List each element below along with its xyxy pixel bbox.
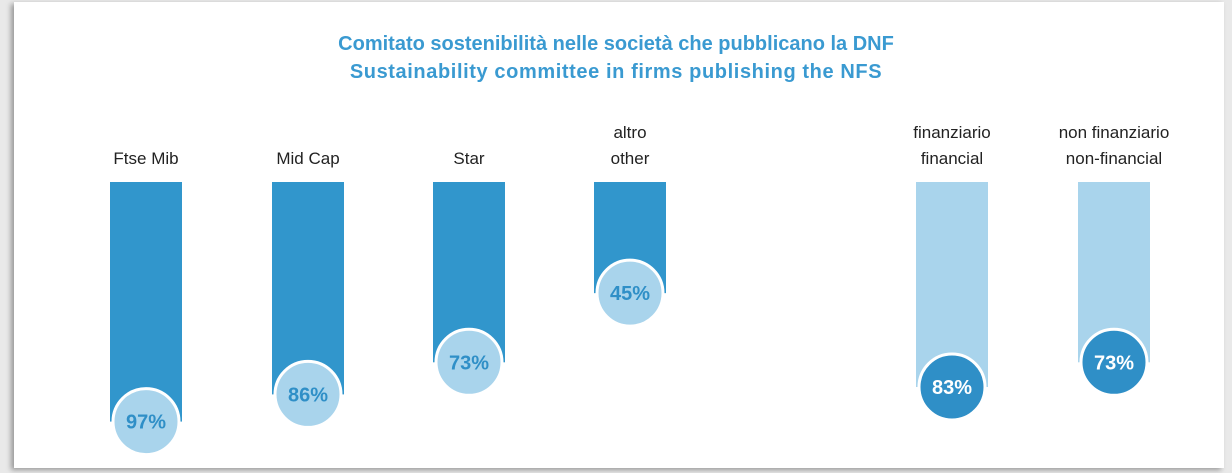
value-bubble <box>434 327 504 397</box>
value-bubble <box>917 352 987 422</box>
value-bubble <box>1079 327 1149 397</box>
category-label: altro <box>613 123 646 142</box>
value-bubble <box>273 359 343 429</box>
bar <box>110 182 182 422</box>
bar <box>272 182 344 395</box>
category-label: Star <box>453 149 485 168</box>
value-label: 73% <box>1094 352 1134 374</box>
category-label: finanziario <box>913 123 991 142</box>
category-label: Mid Cap <box>276 149 339 168</box>
value-label: 86% <box>288 384 328 406</box>
value-label: 83% <box>932 377 972 399</box>
value-bubble <box>595 258 665 328</box>
category-label: Ftse Mib <box>113 149 178 168</box>
value-label: 45% <box>610 283 650 305</box>
value-bubble <box>111 387 181 457</box>
value-label: 97% <box>126 412 166 434</box>
category-label: non-financial <box>1066 149 1162 168</box>
category-label: non finanziario <box>1059 123 1170 142</box>
chart-subtitle: Sustainability committee in firms publis… <box>349 61 883 83</box>
category-label: financial <box>921 149 983 168</box>
value-label: 73% <box>449 352 489 374</box>
category-label: other <box>611 149 650 168</box>
chart-title: Comitato sostenibilità nelle società che… <box>338 33 894 55</box>
